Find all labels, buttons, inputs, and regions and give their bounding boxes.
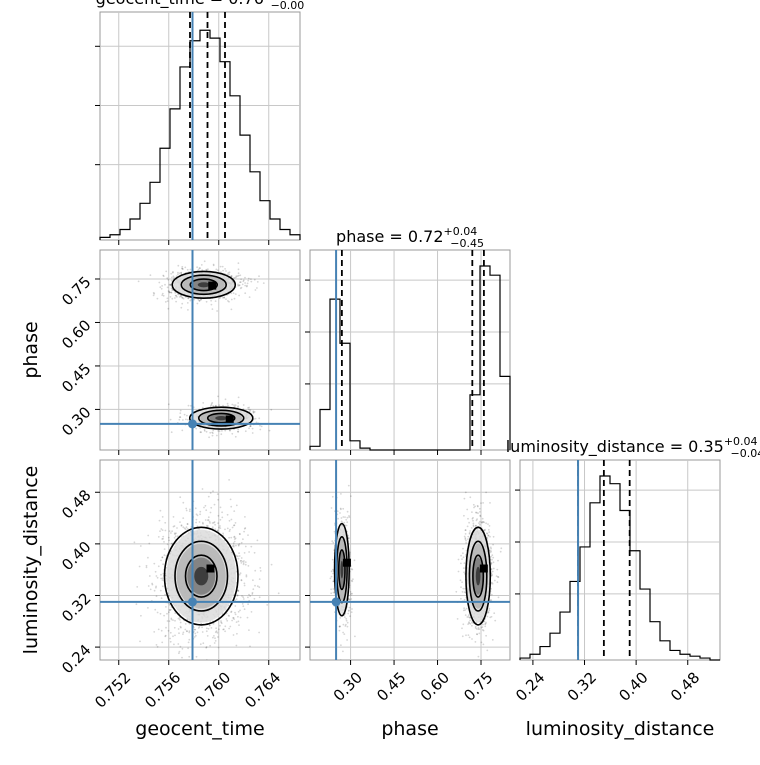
truth-point — [188, 597, 197, 607]
density-fill — [340, 560, 344, 579]
truth-point — [188, 419, 197, 429]
density-peak — [206, 564, 215, 573]
x-tick-label-luminosity_distance: 0.32 — [564, 668, 600, 704]
density-contour — [472, 554, 485, 598]
density-contour — [184, 554, 218, 598]
density-peak — [342, 558, 351, 567]
histogram-panel-luminosity_distance — [515, 459, 721, 665]
panel-frame — [309, 249, 511, 451]
x-tick-label-luminosity_distance: 0.48 — [667, 668, 703, 704]
y-tick-label-luminosity_distance: 0.48 — [58, 486, 94, 522]
x-tick-label-phase: 0.75 — [460, 668, 496, 704]
density-contour — [189, 278, 219, 292]
x-axis-label-phase: phase — [381, 718, 438, 740]
density-fill — [475, 566, 481, 586]
x-tick-label-phase: 0.60 — [417, 668, 453, 704]
density-contour — [206, 412, 236, 424]
panel-plot-area — [100, 460, 300, 660]
panel-geocent_time-vs-phase — [95, 249, 301, 455]
y-tick-label-phase: 0.60 — [58, 316, 94, 352]
density-contour — [174, 540, 229, 612]
histogram-panel-phase — [305, 249, 511, 455]
panel-title-geocent_time: geocent_time = 0.76+0.00−0.00 — [96, 0, 305, 12]
x-tick-label-luminosity_distance: 0.40 — [615, 668, 651, 704]
y-tick-label-phase: 0.45 — [58, 360, 94, 396]
density-fill — [197, 282, 210, 288]
density-contour — [171, 270, 237, 299]
density-contour — [465, 526, 492, 626]
density-contour — [188, 406, 254, 430]
x-tick-label-geocent_time: 0.752 — [91, 668, 134, 711]
density-contour — [163, 526, 239, 626]
x-tick-label-geocent_time: 0.756 — [141, 668, 184, 711]
x-tick-label-luminosity_distance: 0.24 — [512, 668, 548, 704]
y-tick-label-phase: 0.75 — [58, 273, 94, 309]
x-tick-label-geocent_time: 0.764 — [241, 668, 284, 711]
density-peak — [208, 281, 217, 290]
panel-frame — [99, 11, 301, 241]
y-tick-label-luminosity_distance: 0.24 — [58, 641, 94, 677]
panel-plot-area — [100, 250, 300, 450]
panel-title-luminosity_distance: luminosity_distance = 0.35+0.04−0.04 — [506, 435, 760, 460]
panel-title-phase: phase = 0.72+0.04 −0.45 — [336, 225, 484, 250]
x-tick-label-phase: 0.30 — [330, 668, 366, 704]
density-fill — [194, 566, 209, 586]
density-peak — [225, 415, 234, 424]
density-contour — [333, 522, 350, 617]
panel-plot-area — [310, 460, 510, 660]
density-peak — [479, 564, 488, 573]
density-contour — [180, 274, 228, 296]
histogram-step — [309, 265, 511, 451]
density-contour — [468, 540, 488, 612]
density-fill — [215, 416, 228, 421]
x-tick-label-phase: 0.45 — [373, 668, 409, 704]
histogram-panel-geocent_time — [95, 11, 301, 245]
density-contour — [197, 409, 245, 427]
histogram-step — [99, 29, 301, 240]
y-tick-label-luminosity_distance: 0.32 — [58, 589, 94, 625]
histogram-step — [519, 475, 720, 661]
x-axis-label-geocent_time: geocent_time — [135, 718, 264, 740]
panel-geocent_time-vs-luminosity_distance — [95, 459, 301, 665]
panel-phase-vs-luminosity_distance — [305, 459, 511, 665]
density-contour — [337, 549, 346, 591]
x-axis-label-luminosity_distance: luminosity_distance — [526, 718, 715, 740]
panels-layer — [95, 11, 721, 665]
y-tick-label-phase: 0.30 — [58, 403, 94, 439]
truth-point — [331, 597, 341, 607]
x-tick-label-geocent_time: 0.760 — [191, 668, 234, 711]
y-tick-label-luminosity_distance: 0.40 — [58, 538, 94, 574]
y-axis-label-phase: phase — [20, 321, 42, 378]
y-axis-label-luminosity_distance: luminosity_distance — [20, 466, 42, 655]
